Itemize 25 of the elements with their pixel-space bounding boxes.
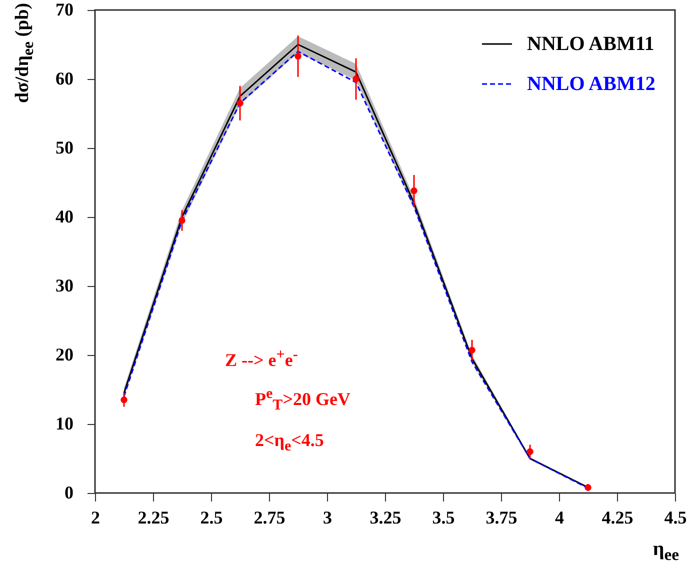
annotation: P$^{e}$$_{T}$>20 GeV (255, 385, 350, 416)
legend-label: NNLO ABM11 (527, 33, 654, 55)
y-tick-label: 10 (56, 414, 74, 434)
x-tick-label: 3.5 (432, 508, 455, 528)
x-tick-label: 4 (555, 508, 564, 528)
y-tick-label: 60 (56, 68, 74, 88)
y-tick-label: 50 (56, 138, 74, 158)
x-tick-label: 2.25 (138, 508, 170, 528)
x-tick-label: 2.5 (200, 508, 223, 528)
legend-label: NNLO ABM12 (527, 73, 656, 95)
x-axis-title: η$_{ee}$ (652, 538, 679, 565)
y-tick-label: 70 (56, 0, 74, 20)
x-tick-label: 2 (91, 508, 100, 528)
x-tick-label: 2.75 (254, 508, 286, 528)
annotation: 2<η$_{e}$<4.5 (255, 428, 325, 456)
x-tick-label: 4.25 (602, 508, 634, 528)
x-tick-label: 4.5 (664, 508, 687, 528)
x-tick-label: 3.25 (370, 508, 402, 528)
y-tick-label: 40 (56, 206, 74, 226)
x-tick-label: 3.75 (486, 508, 518, 528)
y-tick-label: 30 (56, 276, 74, 296)
y-tick-label: 20 (56, 344, 74, 364)
annotation: Z --> e$^{+}$e$^{-}$ (225, 346, 299, 372)
x-tick-label: 3 (323, 508, 332, 528)
y-tick-label: 0 (64, 482, 74, 502)
